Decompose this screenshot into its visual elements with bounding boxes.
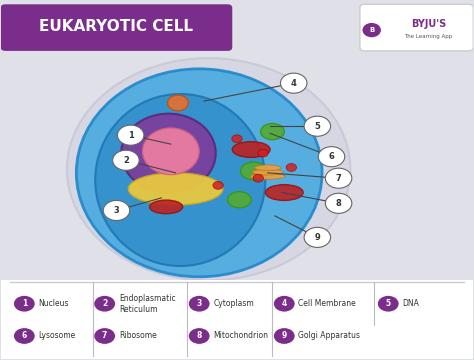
- Circle shape: [14, 296, 35, 312]
- Circle shape: [113, 150, 139, 170]
- Circle shape: [325, 193, 352, 213]
- Ellipse shape: [255, 165, 281, 171]
- Circle shape: [363, 24, 380, 37]
- Text: 1: 1: [22, 299, 27, 308]
- Circle shape: [318, 147, 345, 167]
- Text: 4: 4: [291, 79, 297, 88]
- Circle shape: [304, 116, 330, 136]
- Ellipse shape: [232, 141, 270, 157]
- FancyBboxPatch shape: [360, 4, 474, 51]
- Text: 8: 8: [336, 199, 341, 208]
- Text: 9: 9: [282, 332, 287, 341]
- Text: DNA: DNA: [402, 299, 419, 308]
- Ellipse shape: [95, 94, 265, 266]
- Circle shape: [14, 328, 35, 344]
- Circle shape: [274, 296, 295, 312]
- Circle shape: [213, 181, 223, 189]
- Circle shape: [304, 227, 330, 247]
- Text: 2: 2: [102, 299, 107, 308]
- Circle shape: [258, 149, 268, 157]
- Circle shape: [274, 328, 295, 344]
- Circle shape: [325, 168, 352, 188]
- Text: 9: 9: [314, 233, 320, 242]
- Ellipse shape: [76, 69, 322, 277]
- Text: 3: 3: [114, 206, 119, 215]
- Circle shape: [378, 296, 399, 312]
- Ellipse shape: [240, 162, 266, 180]
- Text: BYJU'S: BYJU'S: [411, 19, 446, 29]
- Circle shape: [281, 73, 307, 93]
- Ellipse shape: [252, 169, 283, 175]
- Text: EUKARYOTIC CELL: EUKARYOTIC CELL: [39, 19, 193, 34]
- Ellipse shape: [250, 174, 285, 179]
- Ellipse shape: [261, 123, 284, 140]
- Text: 2: 2: [123, 156, 129, 165]
- Ellipse shape: [67, 58, 350, 280]
- Text: B: B: [369, 27, 374, 33]
- Ellipse shape: [143, 128, 199, 175]
- Ellipse shape: [265, 185, 303, 201]
- Text: Golgi Apparatus: Golgi Apparatus: [299, 332, 360, 341]
- Text: Cell Membrane: Cell Membrane: [299, 299, 356, 308]
- Text: 1: 1: [128, 131, 134, 140]
- Text: 7: 7: [336, 174, 341, 183]
- Text: Nucleus: Nucleus: [38, 299, 69, 308]
- Text: 3: 3: [197, 299, 202, 308]
- Text: 6: 6: [22, 332, 27, 341]
- Text: 6: 6: [328, 152, 335, 161]
- Text: Mitochondrion: Mitochondrion: [213, 332, 268, 341]
- Text: 8: 8: [197, 332, 202, 341]
- Ellipse shape: [228, 192, 251, 208]
- Text: Ribosome: Ribosome: [119, 332, 156, 341]
- Text: 5: 5: [386, 299, 391, 308]
- FancyBboxPatch shape: [0, 280, 474, 359]
- Ellipse shape: [128, 173, 223, 205]
- Circle shape: [286, 163, 297, 171]
- Text: Lysosome: Lysosome: [38, 332, 76, 341]
- Text: Endoplasmatic
Reticulum: Endoplasmatic Reticulum: [119, 294, 175, 314]
- Text: 5: 5: [314, 122, 320, 131]
- Text: The Learning App: The Learning App: [404, 34, 453, 39]
- Circle shape: [94, 328, 115, 344]
- Circle shape: [189, 296, 210, 312]
- Circle shape: [118, 125, 144, 145]
- Circle shape: [232, 135, 242, 143]
- Circle shape: [253, 174, 264, 182]
- Circle shape: [167, 95, 188, 111]
- Circle shape: [103, 201, 130, 221]
- Text: 7: 7: [102, 332, 107, 341]
- Ellipse shape: [150, 200, 182, 214]
- Text: 4: 4: [282, 299, 287, 308]
- Circle shape: [189, 328, 210, 344]
- FancyBboxPatch shape: [0, 4, 232, 51]
- Ellipse shape: [121, 114, 216, 193]
- Circle shape: [94, 296, 115, 312]
- Text: Cytoplasm: Cytoplasm: [213, 299, 254, 308]
